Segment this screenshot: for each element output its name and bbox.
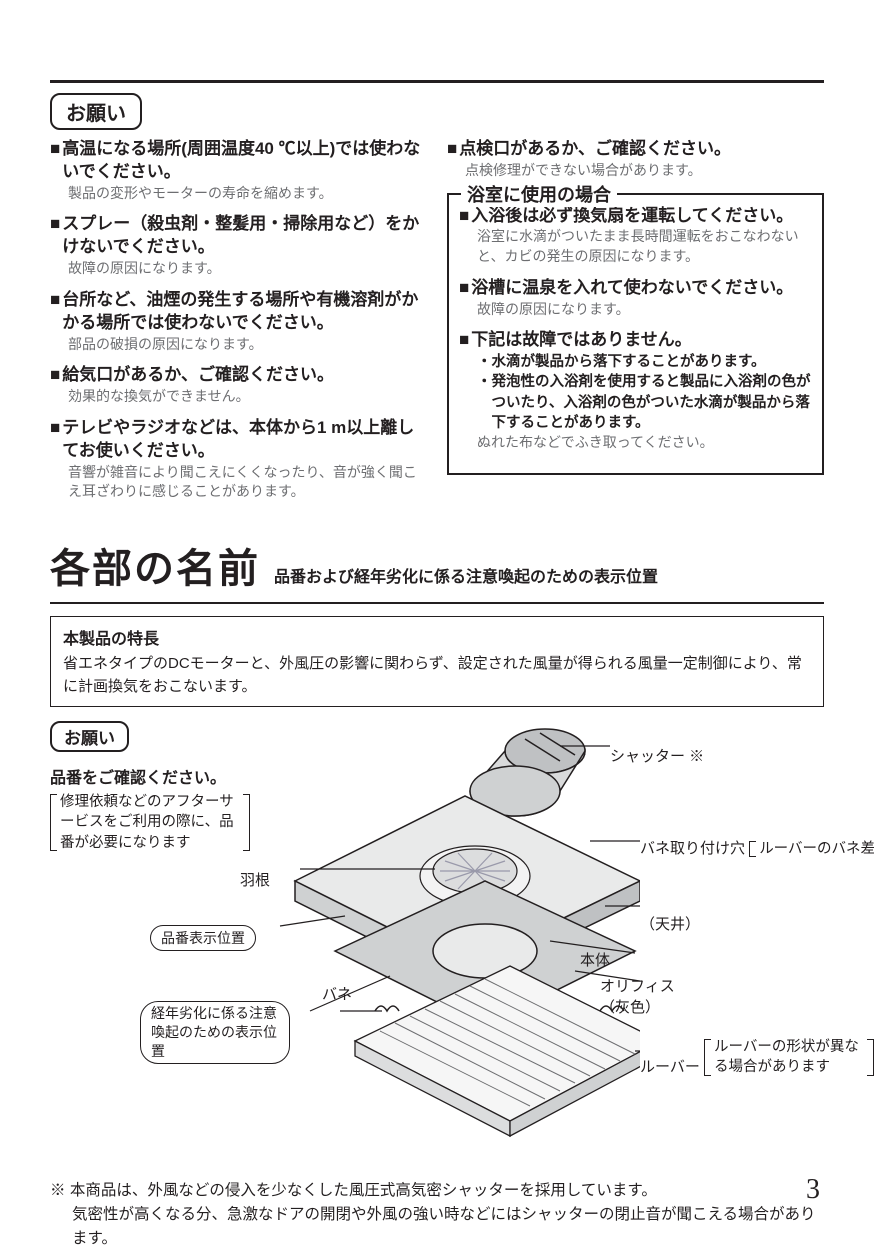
notice-title: テレビやラジオなどは、本体から1 m以上離してお使いください。 <box>50 417 427 463</box>
notice-item: 点検口があるか、ご確認ください。 点検修理ができない場合があります。 <box>447 138 824 181</box>
diagram-notice: お願い 品番をご確認ください。 修理依頼などのアフターサービスをご利用の際に、品… <box>50 721 250 853</box>
label-body: 本体 <box>580 949 610 970</box>
label-aging-pos: 経年劣化に係る注意喚起のための表示位置 <box>140 1001 290 1064</box>
section-title: 各部の名前 <box>50 536 260 594</box>
label-spring: バネ <box>322 983 352 1004</box>
notice-item: 給気口があるか、ご確認ください。 効果的な換気ができません。 <box>50 364 427 407</box>
footnote-marker: ※ <box>50 1182 66 1199</box>
notice-title: 給気口があるか、ご確認ください。 <box>50 364 427 387</box>
notice-title: スプレー（殺虫剤・整髪用・掃除用など）をかけないでください。 <box>50 213 427 259</box>
diagram-notice-bracket: 修理依頼などのアフターサービスをご利用の際に、品番が必要になります <box>50 792 250 853</box>
notice-note: 製品の変形やモーターの寿命を縮めます。 <box>68 184 427 204</box>
diagram-notice-label: お願い <box>50 721 129 752</box>
pill-aging-pos: 経年劣化に係る注意喚起のための表示位置 <box>140 1001 290 1064</box>
notice-note: 点検修理ができない場合があります。 <box>465 161 824 181</box>
label-louver: ルーバー ルーバーの形状が異なる場合があります <box>640 1035 824 1078</box>
diagram-notice-heading: 品番をご確認ください。 <box>50 764 250 788</box>
notice-title: 台所など、油煙の発生する場所や有機溶剤がかかる場所では使わないでください。 <box>50 289 427 335</box>
top-rule <box>50 80 824 83</box>
label-louver-note: ルーバーの形状が異なる場合があります <box>704 1037 874 1078</box>
section-header: 各部の名前 品番および経年劣化に係る注意喚起のための表示位置 <box>50 536 824 594</box>
notice-item: 下記は故障ではありません。 水滴が製品から落下することがあります。 発泡性の入浴… <box>459 329 812 453</box>
notice-title: 高温になる場所(周囲温度40 ℃以上)では使わないでください。 <box>50 138 427 184</box>
pill-model-pos: 品番表示位置 <box>150 925 256 951</box>
notice-item: 高温になる場所(周囲温度40 ℃以上)では使わないでください。 製品の変形やモー… <box>50 138 427 203</box>
notice-item: スプレー（殺虫剤・整髪用・掃除用など）をかけないでください。 故障の原因になりま… <box>50 213 427 278</box>
notice-left-col: 高温になる場所(周囲温度40 ℃以上)では使わないでください。 製品の変形やモー… <box>50 138 427 512</box>
notice-item: 台所など、油煙の発生する場所や有機溶剤がかかる場所では使わないでください。 部品… <box>50 289 427 354</box>
bath-box: 浴室に使用の場合 入浴後は必ず換気扇を運転してください。 浴室に水滴がついたまま… <box>447 193 824 475</box>
notice-item: テレビやラジオなどは、本体から1 m以上離してお使いください。 音響が雑音により… <box>50 417 427 502</box>
notice-title: 点検口があるか、ご確認ください。 <box>447 138 824 161</box>
footnote: ※ 本商品は、外風などの侵入を少なくした風圧式高気密シャッターを採用しています。… <box>50 1179 824 1251</box>
device-illustration <box>240 711 640 1151</box>
notice-title: 入浴後は必ず換気扇を運転してください。 <box>459 205 812 228</box>
feature-box-text: 省エネタイプのDCモーターと、外風圧の影響に関わらず、設定された風量が得られる風… <box>63 653 811 698</box>
notice-sub: 水滴が製品から落下することがあります。 <box>477 352 812 372</box>
notice-note: 音響が雑音により聞こえにくくなったり、音が強く聞こえ耳ざわりに感じることがありま… <box>68 463 427 502</box>
notice-item: 入浴後は必ず換気扇を運転してください。 浴室に水滴がついたまま長時間運転をおこな… <box>459 205 812 267</box>
notice-right-col: 点検口があるか、ご確認ください。 点検修理ができない場合があります。 浴室に使用… <box>447 138 824 512</box>
notice-columns: 高温になる場所(周囲温度40 ℃以上)では使わないでください。 製品の変形やモー… <box>50 138 824 512</box>
notice-note: 効果的な換気ができません。 <box>68 387 427 407</box>
label-orifice: オリフィス （灰色） <box>600 975 675 1017</box>
section-rule <box>50 602 824 604</box>
notice-item: 浴槽に温泉を入れて使わないでください。 故障の原因になります。 <box>459 277 812 320</box>
notice-title: 浴槽に温泉を入れて使わないでください。 <box>459 277 812 300</box>
notice-note: 浴室に水滴がついたまま長時間運転をおこなわないと、カビの発生の原因になります。 <box>477 227 812 266</box>
feature-box-title: 本製品の特長 <box>63 625 811 649</box>
notice-note: 故障の原因になります。 <box>477 300 812 320</box>
notice-label: お願い <box>50 93 142 130</box>
section-subtitle: 品番および経年劣化に係る注意喚起のための表示位置 <box>274 563 658 587</box>
footnote-line2: 気密性が高くなる分、急激なドアの開閉や外風の強い時などにはシャッターの閉止音が聞… <box>72 1203 824 1251</box>
notice-title: 下記は故障ではありません。 <box>459 329 812 352</box>
label-blade: 羽根 <box>240 869 270 890</box>
bath-box-title: 浴室に使用の場合 <box>461 181 617 207</box>
notice-note: 部品の破損の原因になります。 <box>68 335 427 355</box>
diagram-area: お願い 品番をご確認ください。 修理依頼などのアフターサービスをご利用の際に、品… <box>50 721 824 1161</box>
label-ceiling: （天井） <box>640 913 700 934</box>
label-shutter: シャッター ※ <box>610 745 704 766</box>
label-spring-hole: バネ取り付け穴 ルーバーのバネ差し込み用 <box>640 837 874 859</box>
label-spring-hole-note: ルーバーのバネ差し込み用 <box>749 839 874 859</box>
label-model-pos: 品番表示位置 <box>150 925 256 951</box>
notice-note: ぬれた布などでふき取ってください。 <box>477 433 812 453</box>
page-number: 3 <box>806 1174 820 1206</box>
notice-sub: 発泡性の入浴剤を使用すると製品に入浴剤の色がついたり、入浴剤の色がついた水滴が製… <box>477 372 812 433</box>
footnote-line1: 本商品は、外風などの侵入を少なくした風圧式高気密シャッターを採用しています。 <box>70 1182 657 1199</box>
feature-box: 本製品の特長 省エネタイプのDCモーターと、外風圧の影響に関わらず、設定された風… <box>50 616 824 707</box>
notice-note: 故障の原因になります。 <box>68 259 427 279</box>
